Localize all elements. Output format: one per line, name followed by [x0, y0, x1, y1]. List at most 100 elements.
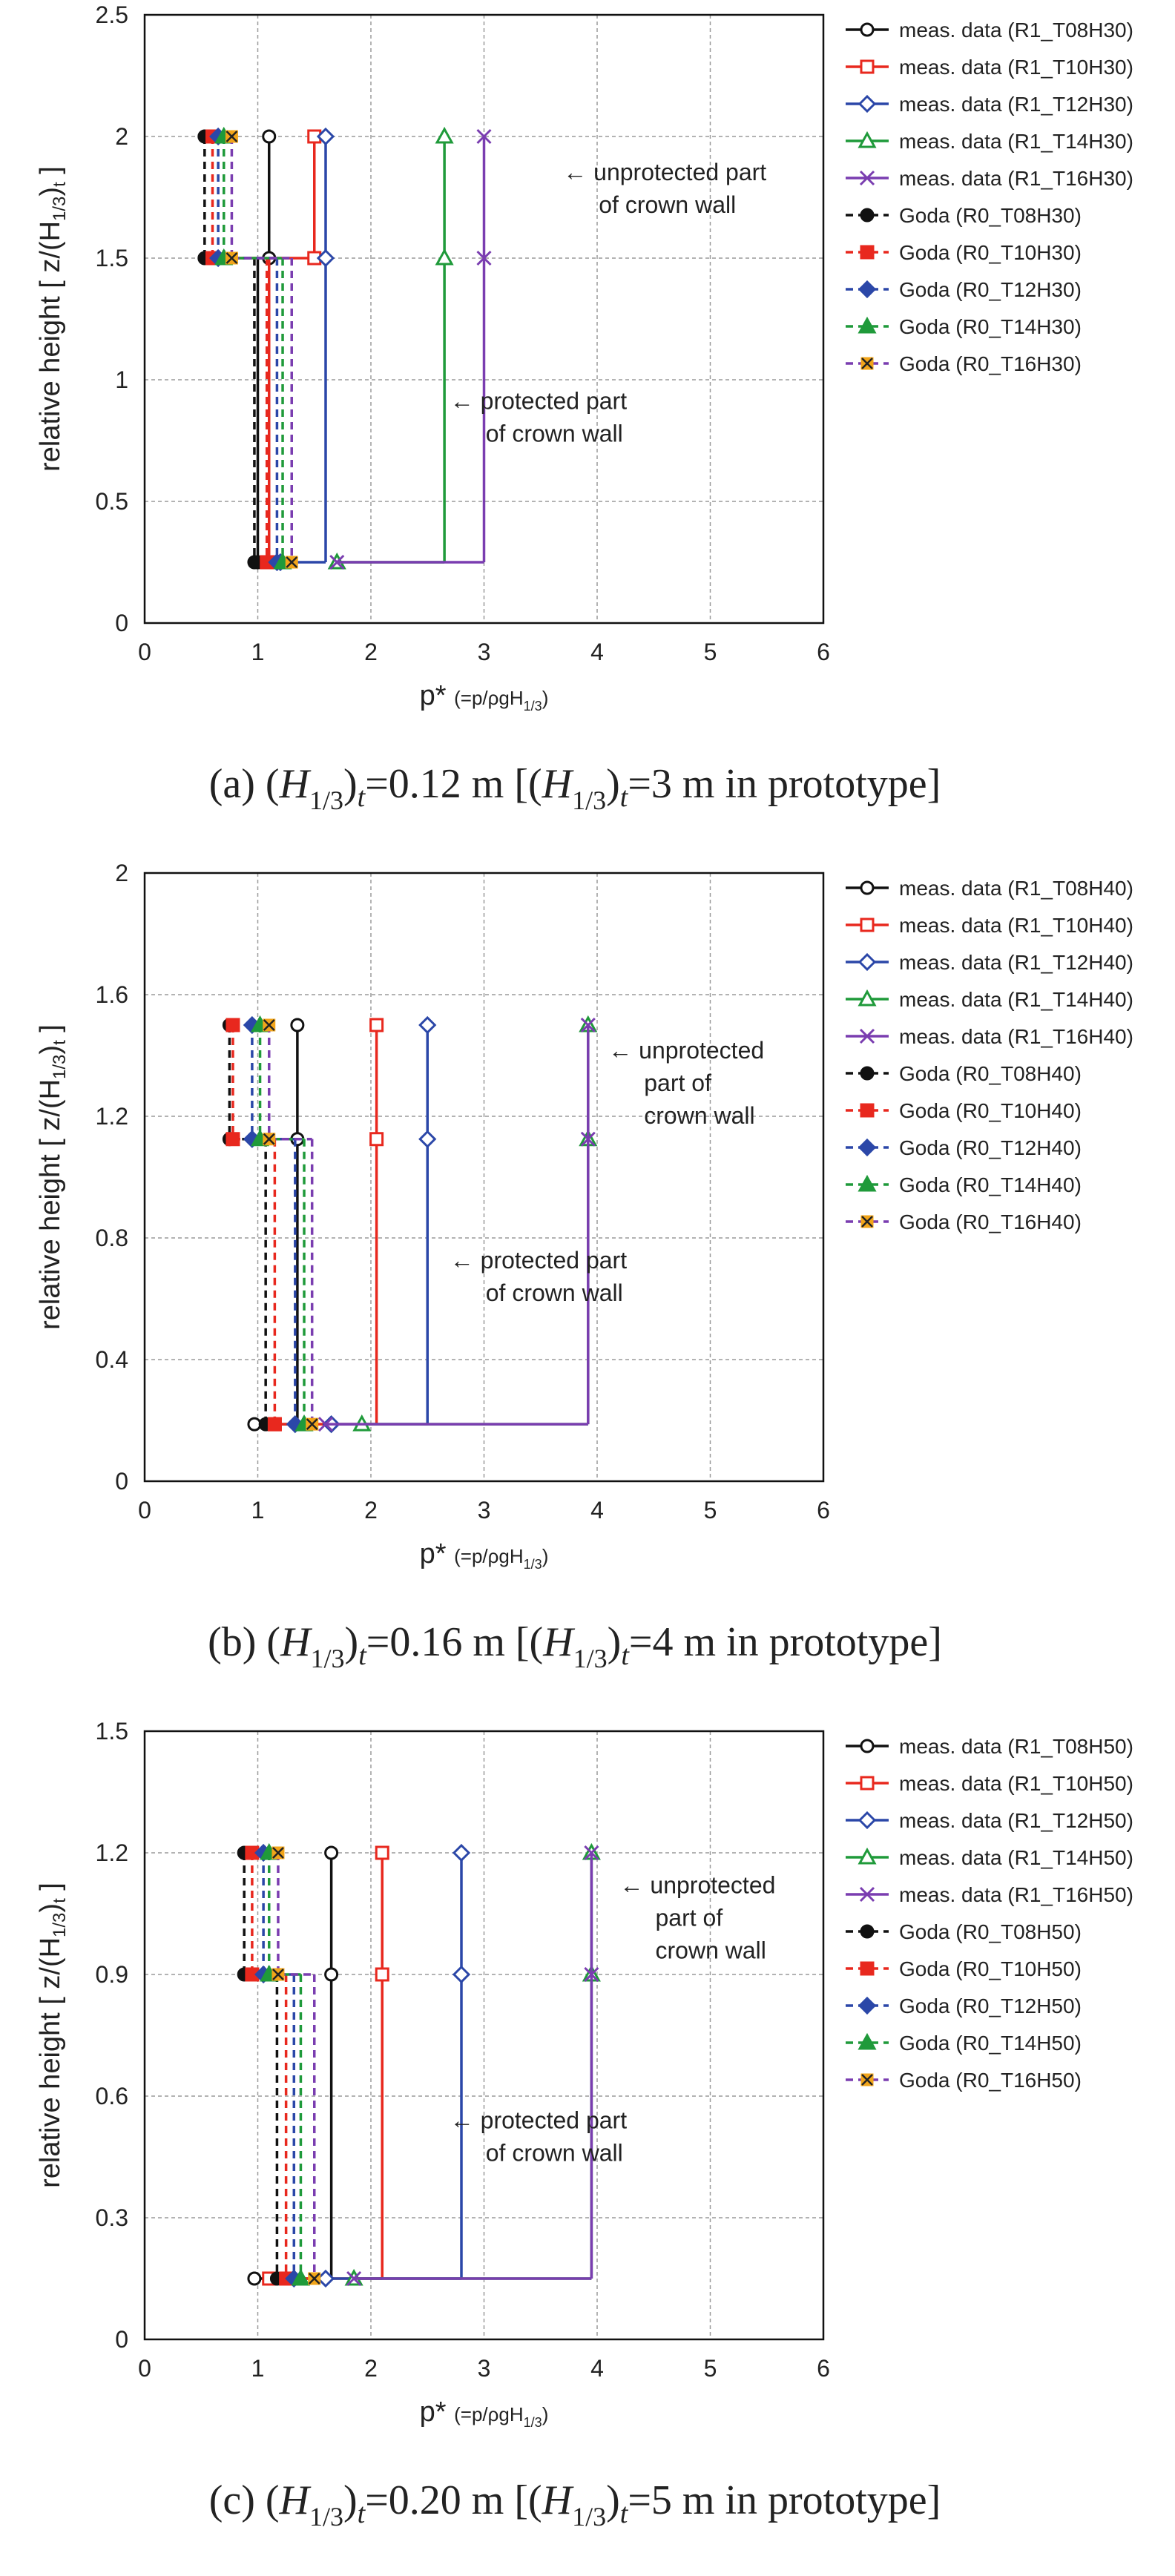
annotation-1: ← protected part of crown wall	[450, 387, 627, 447]
legend-label: meas. data (R1_T12H30)	[899, 93, 1133, 116]
data-point-top	[263, 1018, 276, 1032]
legend-label: meas. data (R1_T08H50)	[899, 1735, 1133, 1758]
legend-marker	[860, 1924, 875, 1939]
legend-label: meas. data (R1_T16H30)	[899, 167, 1133, 190]
x-tick-label: 1	[251, 2355, 265, 2382]
data-point-top	[476, 128, 492, 145]
data-point-bottom	[306, 1417, 319, 1431]
plot-frame	[143, 872, 825, 1483]
annotation-text: ← unprotected part	[563, 159, 766, 185]
data-point-mid-stroke-2	[476, 250, 492, 266]
legend-label: Goda (R0_T08H40)	[899, 1062, 1082, 1085]
data-point-mid	[369, 1132, 384, 1147]
annotation-text: crown wall	[644, 1102, 754, 1129]
data-point-mid	[225, 251, 238, 265]
figure-caption: (c) (H1/3)t=0.20 m [(H1/3)t=5 m in proto…	[209, 2477, 941, 2531]
data-point-top	[580, 1017, 596, 1033]
data-point-mid-stroke-2	[584, 1966, 599, 1983]
legend-item: Goda (R0_T12H50)	[846, 1994, 1082, 2017]
legend-label: Goda (R0_T12H50)	[899, 1994, 1082, 2017]
legend-label: meas. data (R1_T16H40)	[899, 1025, 1133, 1048]
data-point-top	[262, 129, 277, 144]
series-goda-T10	[245, 1845, 294, 2286]
legend: meas. data (R1_T08H30) meas. data (R1_T10…	[846, 19, 1133, 375]
x-tick-label: 5	[704, 2355, 717, 2382]
y-axis-title: relative height [ z/(H1/3)t ]	[35, 1024, 70, 1330]
x-tick-label: 3	[478, 639, 491, 665]
x-tick-label: 1	[251, 1497, 265, 1523]
x-axis-title: p* (=p/ρgH1/3)	[420, 2397, 549, 2430]
data-point-mid-stroke-2	[272, 1969, 284, 1980]
y-tick-label: 2	[115, 860, 128, 886]
legend-item: Goda (R0_T16H30)	[846, 352, 1082, 375]
y-tick-label: 1	[115, 366, 128, 393]
data-point-mid	[452, 1965, 471, 1984]
legend-marker	[860, 1215, 874, 1228]
legend-marker	[858, 316, 877, 334]
legend-label: meas. data (R1_T10H40)	[899, 914, 1133, 937]
x-tick-label: 4	[590, 2355, 604, 2382]
annotation-text: ← unprotected	[620, 1872, 776, 1899]
data-point-top	[369, 1018, 384, 1032]
figure-caption: (a) (H1/3)t=0.12 m [(H1/3)t=3 m in proto…	[209, 761, 941, 815]
legend-marker	[860, 208, 875, 223]
x-tick-label: 3	[478, 1497, 491, 1523]
data-point-top-stroke-2	[263, 1019, 275, 1031]
data-point-top	[584, 1845, 599, 1861]
legend-item: Goda (R0_T12H40)	[846, 1136, 1082, 1159]
legend-marker	[860, 245, 875, 260]
chart-panel-a: 0 1 2 3 4 5 6 0 0.5 1 1.5 2 2.5 p* (=p/ρgH1/3) relativ…	[0, 0, 1175, 858]
x-tick-label: 6	[817, 639, 830, 665]
data-point-mid-stroke-2	[263, 1133, 275, 1145]
legend-marker	[859, 1028, 875, 1044]
legend-item: meas. data (R1_T16H50)	[846, 1883, 1133, 1906]
data-point-bottom	[291, 2268, 310, 2286]
legend-label: meas. data (R1_T16H50)	[899, 1883, 1133, 1906]
legend-marker-stroke-2	[859, 170, 875, 186]
x-tick-label: 2	[364, 1497, 378, 1523]
series-goda-T14	[214, 126, 292, 570]
x-tick-label: 2	[364, 639, 378, 665]
annotation-0: ← unprotected part of crown wall	[608, 1037, 764, 1129]
legend-label: meas. data (R1_T08H30)	[899, 19, 1133, 42]
data-point-mid	[476, 250, 492, 266]
chart-a-svg: 0 1 2 3 4 5 6 0 0.5 1 1.5 2 2.5 p* (=p/ρgH1/3) relativ…	[35, 1, 1133, 815]
data-point-mid	[226, 1132, 240, 1147]
series-meas-T12	[322, 1015, 437, 1434]
data-point-bottom-stroke-2	[346, 2270, 362, 2287]
legend-marker	[858, 1996, 877, 2015]
data-point-top	[225, 130, 238, 143]
data-point-top-stroke-2	[226, 131, 238, 142]
series-goda-T10	[205, 129, 274, 570]
series-goda-T08	[222, 1018, 273, 1432]
x-tick-label: 0	[138, 1497, 151, 1523]
legend-item: meas. data (R1_T12H50)	[846, 1809, 1133, 1832]
series-meas-T16	[329, 128, 492, 570]
data-point-mid	[435, 248, 454, 266]
annotation-0: ← unprotected part of crown wall	[620, 1872, 776, 1964]
series-meas-T14	[352, 1015, 598, 1432]
y-tick-label: 0	[115, 2326, 128, 2353]
annotation-text: ← protected part	[450, 2107, 627, 2134]
data-point-top-stroke-2	[584, 1845, 599, 1861]
legend-item: meas. data (R1_T10H50)	[846, 1772, 1133, 1795]
legend-item: meas. data (R1_T08H40)	[846, 877, 1133, 900]
legend-item: Goda (R0_T16H50)	[846, 2069, 1082, 2092]
series-meas-T16	[317, 1017, 596, 1432]
legend-item: Goda (R0_T12H30)	[846, 278, 1082, 301]
legend-marker	[860, 880, 875, 895]
annotation-text: of crown wall	[486, 420, 623, 447]
series-goda-T16	[225, 130, 298, 569]
x-tick-label: 1	[251, 639, 265, 665]
data-point-top	[452, 1843, 471, 1862]
annotation-text: ← protected part	[450, 1247, 627, 1274]
legend-marker	[858, 1847, 877, 1865]
legend-label: Goda (R0_T12H40)	[899, 1136, 1082, 1159]
chart-c-svg: 0 1 2 3 4 5 6 0 0.3 0.6 0.9 1.2 1.5 p* (=p/ρgH1/3) rel…	[35, 1718, 1133, 2531]
legend-marker-stroke-2	[861, 358, 873, 369]
x-tick-label: 0	[138, 2355, 151, 2382]
legend-label: meas. data (R1_T10H30)	[899, 56, 1133, 79]
data-point-mid-stroke-2	[580, 1131, 596, 1147]
series-goda-T12	[254, 1843, 303, 2288]
data-point-bottom-stroke-2	[286, 556, 298, 568]
